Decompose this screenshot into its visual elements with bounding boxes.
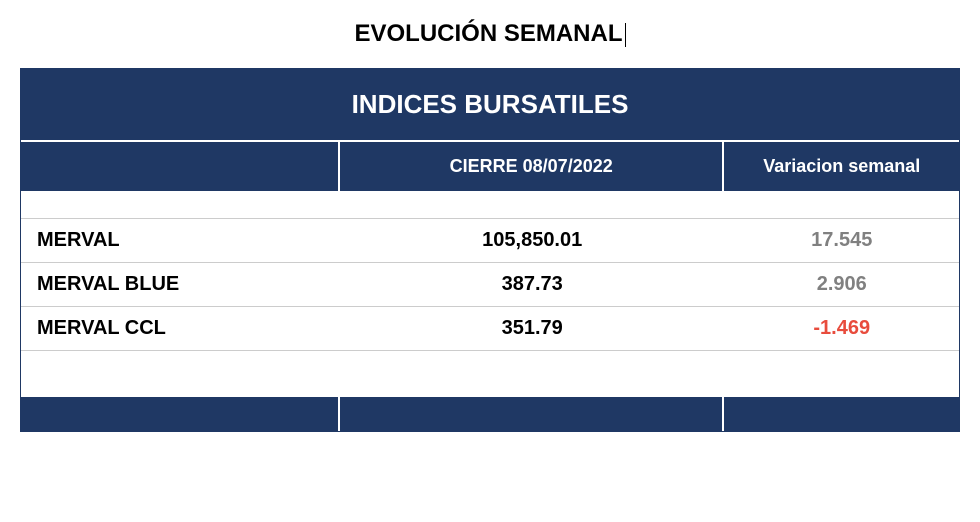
- cell-variation-value: 17.545: [724, 219, 959, 262]
- cell-index-name: MERVAL BLUE: [21, 263, 340, 306]
- cell-index-name: MERVAL: [21, 219, 340, 262]
- table-main-header: INDICES BURSATILES: [21, 69, 959, 142]
- table-row: MERVAL CCL 351.79 -1.469: [21, 307, 959, 351]
- cell-close-value: 351.79: [340, 307, 725, 350]
- footer-cell: [21, 397, 340, 431]
- cell-close-value: 387.73: [340, 263, 725, 306]
- cell-index-name: MERVAL CCL: [21, 307, 340, 350]
- page-title: EVOLUCIÓN SEMANAL: [20, 20, 960, 48]
- text-cursor: [625, 23, 626, 47]
- table-footer: [21, 397, 959, 431]
- footer-cell: [340, 397, 725, 431]
- table-row: MERVAL 105,850.01 17.545: [21, 219, 959, 263]
- table-row: MERVAL BLUE 387.73 2.906: [21, 263, 959, 307]
- indices-table: INDICES BURSATILES CIERRE 08/07/2022 Var…: [20, 68, 960, 432]
- cell-variation-value: -1.469: [724, 307, 959, 350]
- empty-row: [21, 351, 959, 397]
- spacer-row: [21, 191, 959, 219]
- cell-variation-value: 2.906: [724, 263, 959, 306]
- column-header-variation: Variacion semanal: [724, 142, 959, 191]
- column-header-close: CIERRE 08/07/2022: [340, 142, 725, 191]
- cell-close-value: 105,850.01: [340, 219, 725, 262]
- column-header-name: [21, 142, 340, 191]
- footer-cell: [724, 397, 959, 431]
- table-column-headers: CIERRE 08/07/2022 Variacion semanal: [21, 142, 959, 191]
